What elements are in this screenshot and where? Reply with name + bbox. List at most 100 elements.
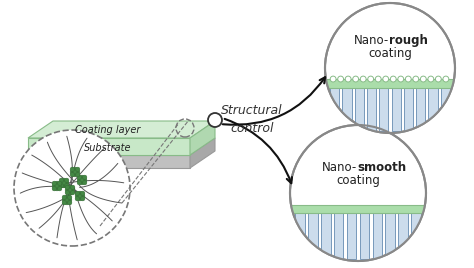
Circle shape — [52, 181, 56, 185]
Circle shape — [62, 181, 66, 185]
Circle shape — [375, 76, 381, 82]
Circle shape — [57, 184, 62, 188]
Bar — [330, 87, 339, 131]
Circle shape — [75, 170, 80, 174]
Text: Nano-: Nano- — [322, 161, 357, 174]
Bar — [325, 79, 455, 87]
Circle shape — [82, 181, 87, 185]
Bar — [308, 213, 318, 259]
Circle shape — [65, 188, 70, 192]
Bar — [334, 213, 344, 259]
Polygon shape — [190, 121, 215, 155]
Circle shape — [73, 170, 77, 174]
Text: coating: coating — [336, 174, 380, 187]
Circle shape — [398, 76, 404, 82]
Circle shape — [330, 76, 336, 82]
Circle shape — [80, 178, 84, 182]
Circle shape — [77, 178, 82, 182]
Text: Nano-: Nano- — [354, 34, 389, 47]
Circle shape — [353, 76, 359, 82]
Bar — [367, 87, 376, 131]
Circle shape — [52, 187, 56, 191]
Bar — [398, 213, 408, 259]
Circle shape — [75, 167, 80, 172]
Circle shape — [77, 175, 82, 180]
Circle shape — [62, 178, 66, 183]
Circle shape — [75, 173, 80, 177]
Circle shape — [413, 76, 419, 82]
Polygon shape — [28, 138, 190, 155]
Circle shape — [81, 191, 85, 195]
Bar — [355, 87, 364, 131]
Bar — [290, 204, 426, 213]
Circle shape — [68, 191, 72, 195]
Circle shape — [71, 185, 75, 189]
Circle shape — [208, 113, 222, 127]
Bar — [360, 213, 369, 259]
Circle shape — [65, 200, 69, 205]
Bar — [404, 87, 413, 131]
Circle shape — [82, 175, 87, 180]
Bar — [385, 213, 395, 259]
Polygon shape — [28, 121, 215, 138]
Circle shape — [57, 181, 62, 185]
Circle shape — [78, 191, 82, 195]
Circle shape — [383, 76, 389, 82]
Bar — [321, 213, 331, 259]
Circle shape — [59, 184, 64, 188]
Circle shape — [80, 175, 84, 180]
Polygon shape — [190, 138, 215, 168]
Circle shape — [59, 178, 64, 183]
Text: Substrate: Substrate — [84, 143, 132, 153]
Circle shape — [57, 187, 62, 191]
Bar — [411, 213, 420, 259]
Circle shape — [81, 196, 85, 201]
Circle shape — [75, 191, 80, 195]
Circle shape — [68, 185, 72, 189]
Polygon shape — [28, 138, 215, 155]
Bar — [416, 87, 425, 131]
Circle shape — [64, 178, 69, 183]
Circle shape — [345, 76, 351, 82]
Circle shape — [71, 188, 75, 192]
Circle shape — [70, 173, 74, 177]
Circle shape — [73, 167, 77, 172]
Text: smooth: smooth — [357, 161, 406, 174]
Circle shape — [390, 76, 396, 82]
Bar — [343, 87, 352, 131]
Text: coating: coating — [368, 47, 412, 60]
Circle shape — [62, 195, 66, 199]
Circle shape — [59, 181, 64, 185]
Circle shape — [80, 181, 84, 185]
Circle shape — [14, 130, 130, 246]
Circle shape — [65, 191, 70, 195]
Bar — [441, 87, 450, 131]
Circle shape — [73, 173, 77, 177]
Bar — [428, 87, 438, 131]
Circle shape — [420, 76, 426, 82]
Circle shape — [67, 200, 72, 205]
Circle shape — [337, 76, 344, 82]
Circle shape — [62, 198, 66, 202]
Circle shape — [55, 184, 59, 188]
Circle shape — [405, 76, 411, 82]
Circle shape — [64, 181, 69, 185]
Circle shape — [70, 170, 74, 174]
Circle shape — [65, 198, 69, 202]
Text: Coating layer: Coating layer — [75, 125, 141, 135]
Circle shape — [78, 194, 82, 198]
Circle shape — [75, 194, 80, 198]
Circle shape — [77, 181, 82, 185]
Bar — [347, 213, 356, 259]
Circle shape — [325, 3, 455, 133]
Circle shape — [368, 76, 374, 82]
Circle shape — [64, 184, 69, 188]
Circle shape — [443, 76, 449, 82]
Circle shape — [52, 184, 56, 188]
Circle shape — [290, 125, 426, 261]
Circle shape — [360, 76, 366, 82]
Circle shape — [55, 187, 59, 191]
Text: rough: rough — [389, 34, 428, 47]
Bar — [379, 87, 388, 131]
Bar — [295, 213, 305, 259]
